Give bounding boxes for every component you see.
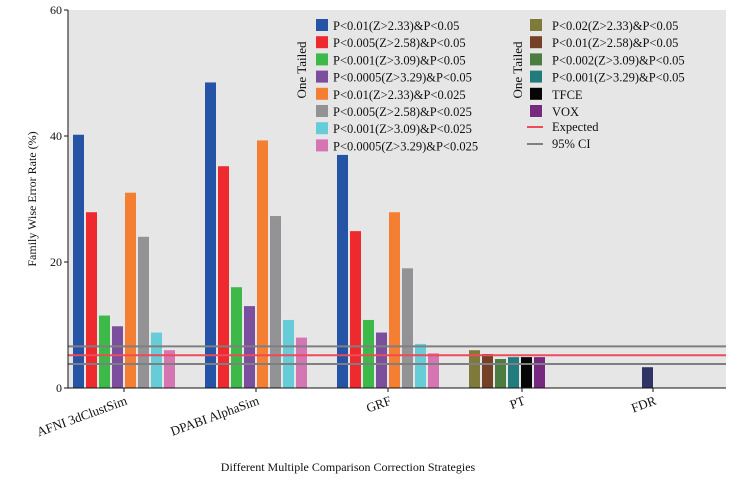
bar-pt-s13 <box>534 357 545 388</box>
legend-swatch <box>316 139 328 152</box>
bar-dpabi-alphasim-s0 <box>205 82 216 388</box>
legend-label: P<0.01(Z>2.33)&P<0.025 <box>333 88 466 102</box>
bar-dpabi-alphasim-s2 <box>231 287 242 388</box>
bar-dpabi-alphasim-s4 <box>257 140 268 388</box>
legend-label: P<0.001(Z>3.29)&P<0.05 <box>552 71 685 85</box>
x-tick-label: FDR <box>629 393 658 416</box>
bar-afni-3dclustsim-s6 <box>151 332 162 388</box>
x-tick-label: AFNI 3dClustSim <box>35 393 129 440</box>
bar-afni-3dclustsim-s7 <box>164 350 175 388</box>
bar-grf-s4 <box>389 212 400 388</box>
legend-label: P<0.002(Z>3.09)&P<0.05 <box>552 53 685 67</box>
bar-grf-s7 <box>428 353 439 388</box>
legend-swatch <box>316 87 328 100</box>
legend-swatch <box>530 19 542 31</box>
bar-pt-s10 <box>495 359 506 388</box>
y-tick-label: 60 <box>50 3 62 17</box>
y-axis-label: Family Wise Error Rate (%) <box>25 131 39 266</box>
legend-swatch <box>530 70 542 83</box>
x-tick-label: PT <box>508 393 527 412</box>
x-tick-label: DPABI AlphaSim <box>168 393 261 439</box>
legend-swatch <box>316 70 328 83</box>
legend-label: P<0.01(Z>2.33)&P<0.05 <box>333 19 459 33</box>
legend-swatch <box>316 36 328 49</box>
y-tick-label: 0 <box>56 381 62 395</box>
bar-fdr-s14 <box>642 367 653 388</box>
bar-grf-s2 <box>363 319 374 388</box>
bar-grf-s0 <box>337 154 348 388</box>
bar-grf-s1 <box>350 231 361 388</box>
y-tick-label: 20 <box>50 255 62 269</box>
legend-label: P<0.005(Z>2.58)&P<0.05 <box>333 36 466 50</box>
bar-dpabi-alphasim-s5 <box>270 216 281 388</box>
legend-swatch <box>316 19 328 31</box>
legend-group-label: One Tailed <box>294 41 309 98</box>
legend-swatch <box>316 122 328 135</box>
bar-pt-s8 <box>469 350 480 388</box>
legend-label: 95% CI <box>552 137 591 151</box>
legend-label: P<0.01(Z>2.58)&P<0.05 <box>552 36 678 50</box>
bar-afni-3dclustsim-s3 <box>112 326 123 388</box>
bar-pt-s9 <box>482 353 493 388</box>
bar-dpabi-alphasim-s6 <box>283 319 294 388</box>
legend-swatch <box>530 105 542 117</box>
legend-label: Expected <box>552 120 599 134</box>
legend-label: P<0.001(Z>3.09)&P<0.025 <box>333 122 472 136</box>
bar-dpabi-alphasim-s7 <box>296 337 307 388</box>
bar-afni-3dclustsim-s0 <box>73 134 84 388</box>
bar-grf-s6 <box>415 343 426 388</box>
bar-dpabi-alphasim-s1 <box>218 166 229 388</box>
legend-label: VOX <box>552 105 579 119</box>
bar-grf-s3 <box>376 332 387 388</box>
legend-label: TFCE <box>552 88 583 102</box>
legend-group-label: One Tailed <box>510 41 525 98</box>
bar-afni-3dclustsim-s1 <box>86 212 97 388</box>
x-tick-label: GRF <box>364 393 393 416</box>
bar-pt-s12 <box>521 357 532 388</box>
legend-swatch <box>530 36 542 49</box>
bar-afni-3dclustsim-s4 <box>125 192 136 388</box>
bar-afni-3dclustsim-s5 <box>138 236 149 388</box>
legend-label: P<0.0005(Z>3.29)&P<0.05 <box>333 71 472 85</box>
legend-swatch <box>530 53 542 66</box>
legend-label: P<0.02(Z>2.33)&P<0.05 <box>552 19 678 33</box>
legend-swatch <box>316 105 328 117</box>
legend-label: P<0.001(Z>3.09)&P<0.05 <box>333 53 466 67</box>
legend-label: P<0.005(Z>2.58)&P<0.025 <box>333 105 472 119</box>
bar-afni-3dclustsim-s2 <box>99 315 110 388</box>
legend-label: P<0.0005(Z>3.29)&P<0.025 <box>333 139 478 153</box>
legend-swatch <box>316 53 328 66</box>
bar-pt-s11 <box>508 357 519 388</box>
x-axis-label: Different Multiple Comparison Correction… <box>221 460 476 474</box>
bar-grf-s5 <box>402 268 413 388</box>
y-tick-label: 40 <box>50 129 62 143</box>
legend-swatch <box>530 87 542 100</box>
